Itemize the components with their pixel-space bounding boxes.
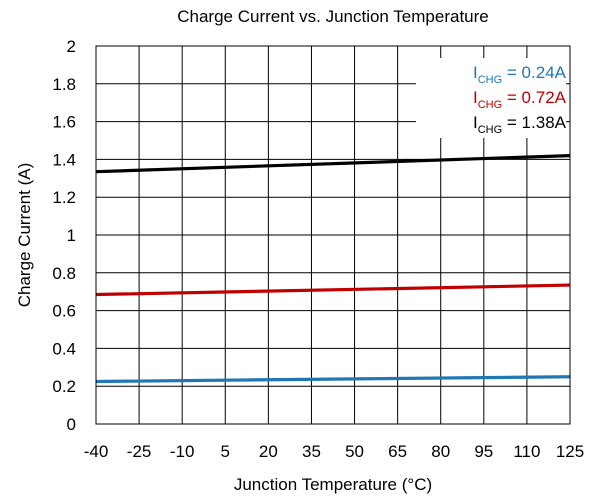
x-tick-label: 20: [259, 442, 278, 461]
series-line-0: [95, 375, 571, 384]
x-tick-label: 50: [345, 442, 364, 461]
legend-entry-0: ICHG = 0.24A: [473, 63, 567, 86]
x-tick-label: -10: [170, 442, 195, 461]
x-tick-label: 65: [388, 442, 407, 461]
y-tick-label: 2: [67, 37, 76, 56]
x-tick-labels: -40 -25 -10 5 20 35 50 65 80 95 110 125: [84, 442, 584, 461]
chart-title: Charge Current vs. Junction Temperature: [177, 7, 489, 26]
x-tick-label: 125: [556, 442, 584, 461]
series-line-1: [95, 283, 571, 297]
y-tick-labels: 0 0.2 0.4 0.6 0.8 1 1.2 1.4 1.6 1.8 2: [52, 37, 76, 434]
y-tick-label: 0.2: [52, 377, 76, 396]
x-tick-label: 5: [221, 442, 230, 461]
legend-entry-2: ICHG = 1.38A: [473, 113, 567, 136]
y-tick-label: 1.4: [52, 150, 76, 169]
y-axis-label: Charge Current (A): [15, 163, 34, 308]
x-tick-label: 110: [513, 442, 540, 461]
x-tick-label: 35: [302, 442, 321, 461]
y-tick-label: 0.6: [52, 302, 76, 321]
x-tick-label: 95: [474, 442, 493, 461]
plot-frame: [95, 45, 571, 425]
legend-entry-1: ICHG = 0.72A: [473, 88, 567, 111]
y-tick-label: 1: [67, 226, 76, 245]
series-layer: [95, 154, 571, 384]
y-tick-label: 0.8: [52, 264, 76, 283]
x-axis-label: Junction Temperature (°C): [234, 475, 432, 494]
x-tick-label: 80: [431, 442, 450, 461]
y-tick-label: 1.2: [52, 188, 76, 207]
legend-background: [416, 58, 566, 138]
y-tick-label: 1.8: [52, 75, 76, 94]
x-tick-label: -25: [127, 442, 152, 461]
y-tick-label: 0.4: [52, 339, 76, 358]
y-tick-label: 0: [67, 415, 76, 434]
x-tick-label: -40: [84, 442, 109, 461]
series-line-2: [95, 154, 571, 174]
y-tick-label: 1.6: [52, 113, 76, 132]
